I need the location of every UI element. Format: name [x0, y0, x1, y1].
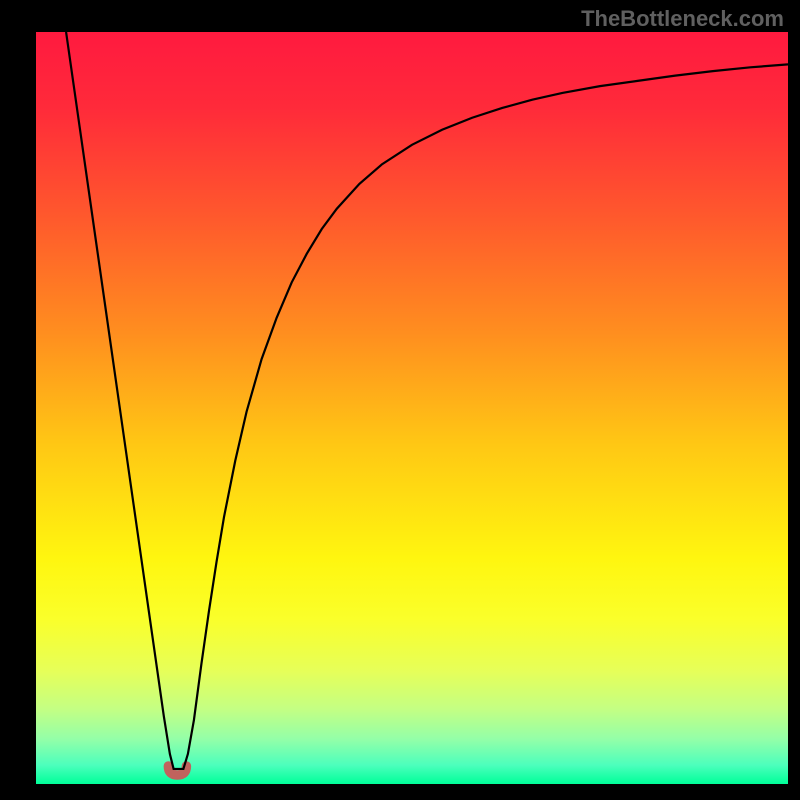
- watermark-text: TheBottleneck.com: [581, 6, 784, 32]
- chart-svg: [0, 0, 800, 800]
